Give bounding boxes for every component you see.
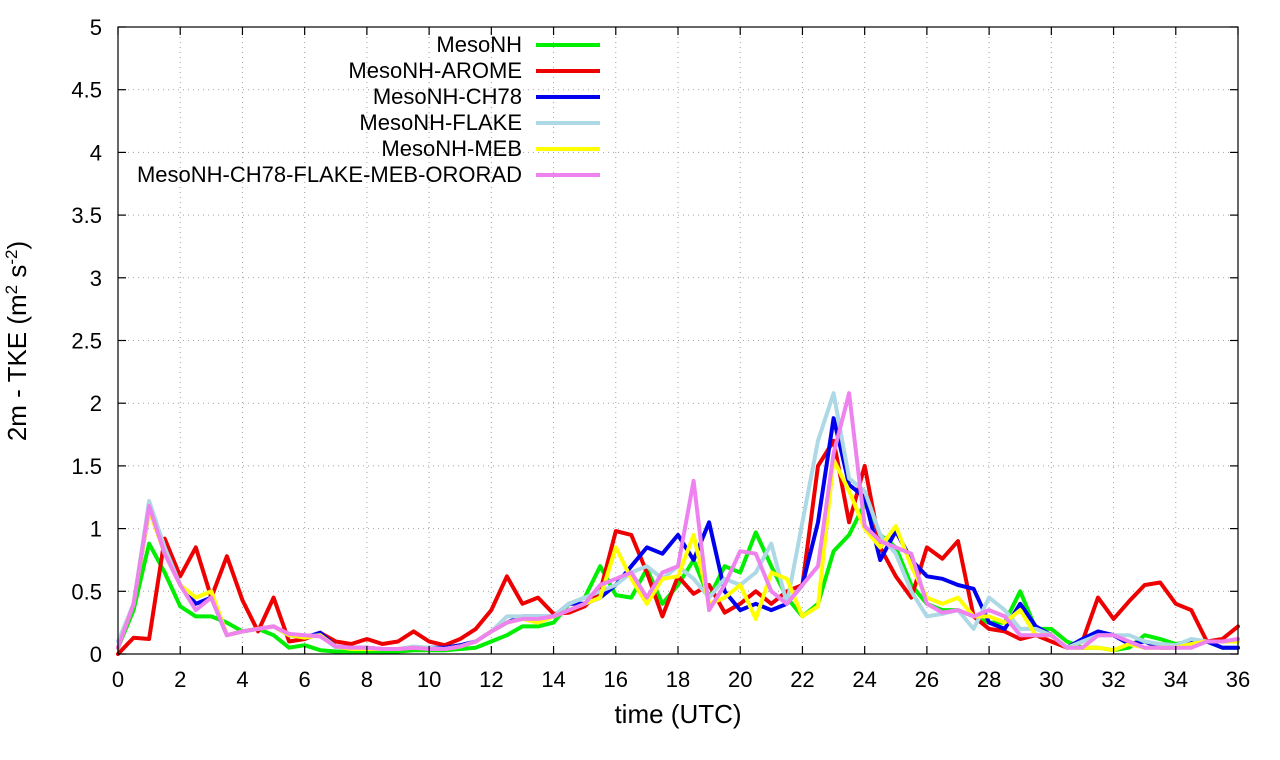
y-tick-label: 2 — [90, 391, 102, 416]
legend-label: MesoNH-FLAKE — [359, 110, 522, 135]
y-tick-label: 1 — [90, 517, 102, 542]
x-tick-label: 28 — [977, 667, 1001, 692]
x-tick-labels: 0 2 4 6 8 10 12 14 16 18 20 22 24 26 28 30 32 34 36 — [112, 667, 1250, 692]
legend: MesoNHMesoNH-AROMEMesoNH-CH78MesoNH-FLAK… — [137, 32, 600, 187]
x-tick-label: 30 — [1039, 667, 1063, 692]
x-tick-label: 18 — [666, 667, 690, 692]
series-lines — [116, 391, 1240, 656]
legend-label: MesoNH-MEB — [381, 136, 522, 161]
y-tick-label: 2.5 — [71, 329, 102, 354]
y-axis-title: 2m - TKE (m2 s-2) — [2, 241, 32, 441]
y-tick-label: 3.5 — [71, 203, 102, 228]
y-tick-label: 0 — [90, 642, 102, 667]
legend-label: MesoNH — [436, 32, 522, 57]
x-tick-label: 0 — [112, 667, 124, 692]
series-line-5 — [116, 391, 1240, 651]
x-tick-label: 34 — [1164, 667, 1188, 692]
x-tick-label: 26 — [915, 667, 939, 692]
x-tick-label: 32 — [1101, 667, 1125, 692]
grid — [118, 27, 1238, 654]
x-tick-label: 6 — [299, 667, 311, 692]
y-tick-label: 3 — [90, 266, 102, 291]
x-tick-label: 22 — [790, 667, 814, 692]
x-axis-title: time (UTC) — [614, 699, 741, 729]
x-tick-label: 2 — [174, 667, 186, 692]
axis-ticks — [117, 26, 1239, 655]
y-tick-labels: 0 0.5 1 1.5 2 2.5 3 3.5 4 4.5 5 — [71, 15, 102, 667]
series-line-0 — [116, 501, 1240, 654]
y-tick-label: 5 — [90, 15, 102, 40]
x-tick-label: 12 — [479, 667, 503, 692]
x-tick-label: 20 — [728, 667, 752, 692]
x-tick-label: 10 — [417, 667, 441, 692]
y-tick-label: 0.5 — [71, 579, 102, 604]
legend-label: MesoNH-AROME — [348, 58, 522, 83]
legend-label: MesoNH-CH78 — [373, 84, 522, 109]
x-tick-label: 16 — [604, 667, 628, 692]
x-tick-label: 4 — [236, 667, 248, 692]
y-tick-label: 4 — [90, 140, 102, 165]
legend-label: MesoNH-CH78-FLAKE-MEB-ORORAD — [137, 162, 522, 187]
y-tick-label: 1.5 — [71, 454, 102, 479]
x-tick-label: 36 — [1226, 667, 1250, 692]
x-tick-label: 8 — [361, 667, 373, 692]
x-tick-label: 14 — [541, 667, 565, 692]
series-line-3 — [116, 391, 1240, 651]
x-tick-label: 24 — [852, 667, 876, 692]
y-tick-label: 4.5 — [71, 78, 102, 103]
series-line-4 — [116, 457, 1240, 653]
